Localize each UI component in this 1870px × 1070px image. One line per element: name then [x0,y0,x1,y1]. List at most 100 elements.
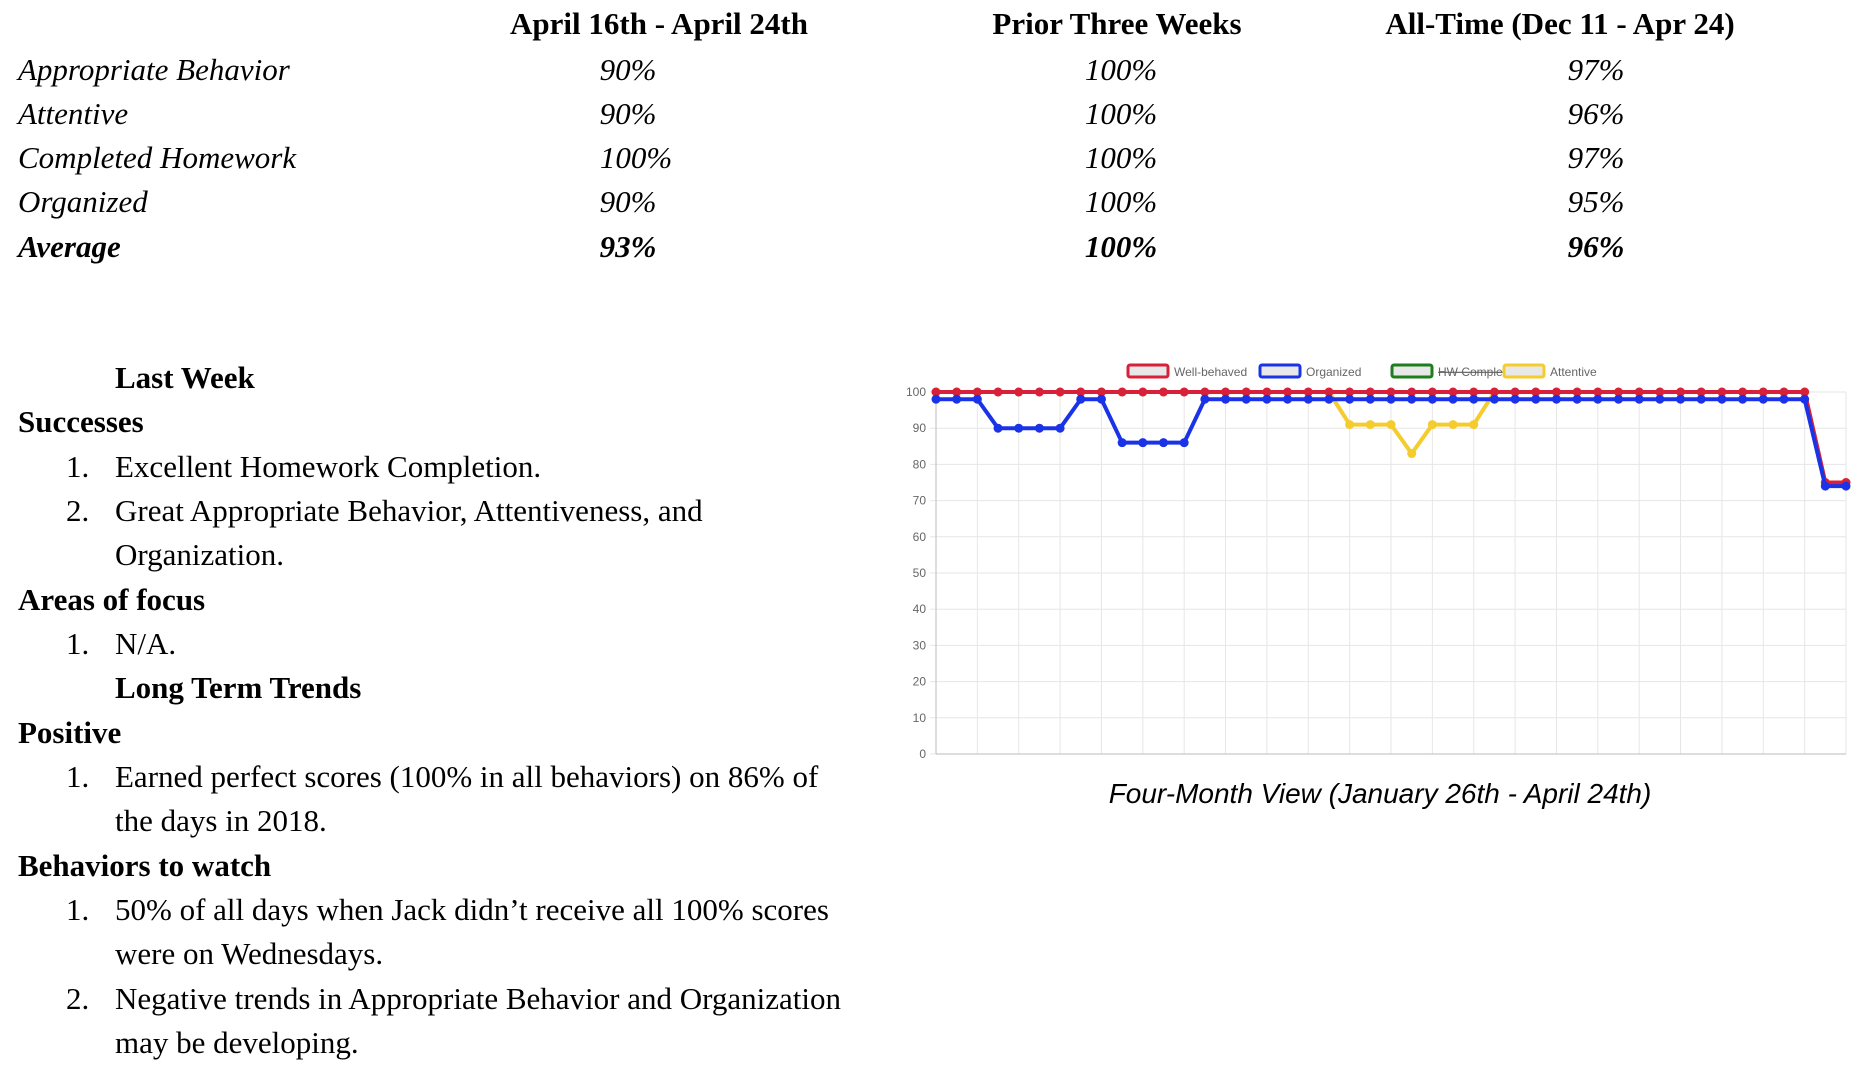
data-point [1345,387,1355,397]
list-item: Excellent Homework Completion. [115,449,542,484]
row-label-average: Average [18,229,121,264]
value-cell: 100% [1084,52,1158,87]
data-point [1655,387,1665,397]
data-point [1758,387,1768,397]
data-point [1448,387,1458,397]
y-tick-label: 40 [913,602,927,616]
data-point [1655,394,1665,404]
data-point [1510,387,1520,397]
data-point [1614,394,1623,404]
data-point [1572,387,1582,397]
value-cell-average: 93% [599,229,657,264]
data-point [1572,394,1582,404]
data-point [1427,420,1437,430]
list-item: Earned perfect scores (100% in all behav… [115,759,819,794]
data-point [1696,387,1706,397]
heading-areas-of-focus: Areas of focus [18,582,206,617]
data-point [1303,394,1313,404]
legend-swatch [1390,363,1434,379]
header-all-time: All-Time (Dec 11 - Apr 24) [1385,6,1735,41]
list-number: 2. [66,493,90,528]
legend-label: Well-behaved [1174,365,1247,379]
value-cell: 90% [599,184,657,219]
y-tick-label: 90 [913,421,927,435]
data-point [1221,394,1231,404]
data-point [1345,420,1355,430]
data-point [1407,449,1417,459]
data-point [1159,438,1168,448]
data-point [1179,387,1189,397]
list-number: 1. [66,759,90,794]
data-point [1634,394,1644,404]
legend-label: HW Complete [1438,365,1513,379]
data-point [1469,420,1479,430]
data-point [1820,481,1830,491]
data-point [1365,420,1375,430]
data-point [1469,387,1479,397]
data-point [1345,394,1355,404]
value-cell: 90% [599,52,657,87]
data-point [1034,387,1044,397]
data-point [1407,394,1417,404]
data-point [1096,394,1106,404]
data-point [1779,387,1789,397]
data-point [1469,394,1479,404]
data-point [1800,387,1810,397]
data-point [1717,394,1727,404]
data-point [1593,387,1603,397]
list-number: 2. [66,981,90,1016]
list-item: 50% of all days when Jack didn’t receive… [115,892,829,927]
list-item: Negative trends in Appropriate Behavior … [115,981,841,1016]
data-point [1489,394,1499,404]
row-label-attentive: Attentive [18,96,129,131]
data-point [1717,387,1727,397]
data-point [1551,394,1561,404]
heading-positive: Positive [18,715,122,750]
data-point [1593,394,1603,404]
data-point [1427,387,1437,397]
data-point [1200,394,1210,404]
legend-swatch [1126,363,1170,379]
data-point [1076,387,1086,397]
data-point [1138,438,1148,448]
data-point [1096,387,1106,397]
data-point [1262,394,1272,404]
y-tick-label: 0 [919,747,926,761]
data-point [1427,394,1437,404]
data-point [1551,387,1561,397]
value-cell: 100% [1084,184,1158,219]
legend-label: Organized [1306,365,1361,379]
data-point [1365,394,1375,404]
value-cell-average: 96% [1567,229,1625,264]
value-cell: 100% [1084,140,1158,175]
data-point [1386,394,1396,404]
data-point [1758,394,1768,404]
y-tick-label: 10 [913,711,927,725]
data-point [1676,387,1686,397]
list-item-continued: the days in 2018. [115,803,327,838]
data-point [1531,387,1541,397]
data-point [993,387,1003,397]
data-point [1014,423,1024,433]
list-item: N/A. [115,626,177,661]
data-point [1034,423,1044,433]
row-label-appropriate-behavior: Appropriate Behavior [18,52,290,87]
data-point [1179,438,1189,448]
data-point [1200,387,1210,397]
data-point [1407,387,1417,397]
four-month-chart: 0 10 20 30 40 50 60 70 80 90 100 Well-behaved Organi… [890,358,1870,818]
data-point [1262,387,1272,397]
data-point [972,387,982,397]
data-point [1283,387,1293,397]
header-prior-three-weeks: Prior Three Weeks [992,6,1242,41]
heading-successes: Successes [18,404,144,439]
row-label-organized: Organized [18,184,148,219]
data-point [1138,387,1148,397]
list-item-continued: were on Wednesdays. [115,936,384,971]
y-tick-label: 70 [913,494,927,508]
data-point [1241,394,1251,404]
data-point [1448,420,1458,430]
data-point [1055,387,1065,397]
value-cell: 97% [1567,52,1625,87]
data-point [1365,387,1375,397]
